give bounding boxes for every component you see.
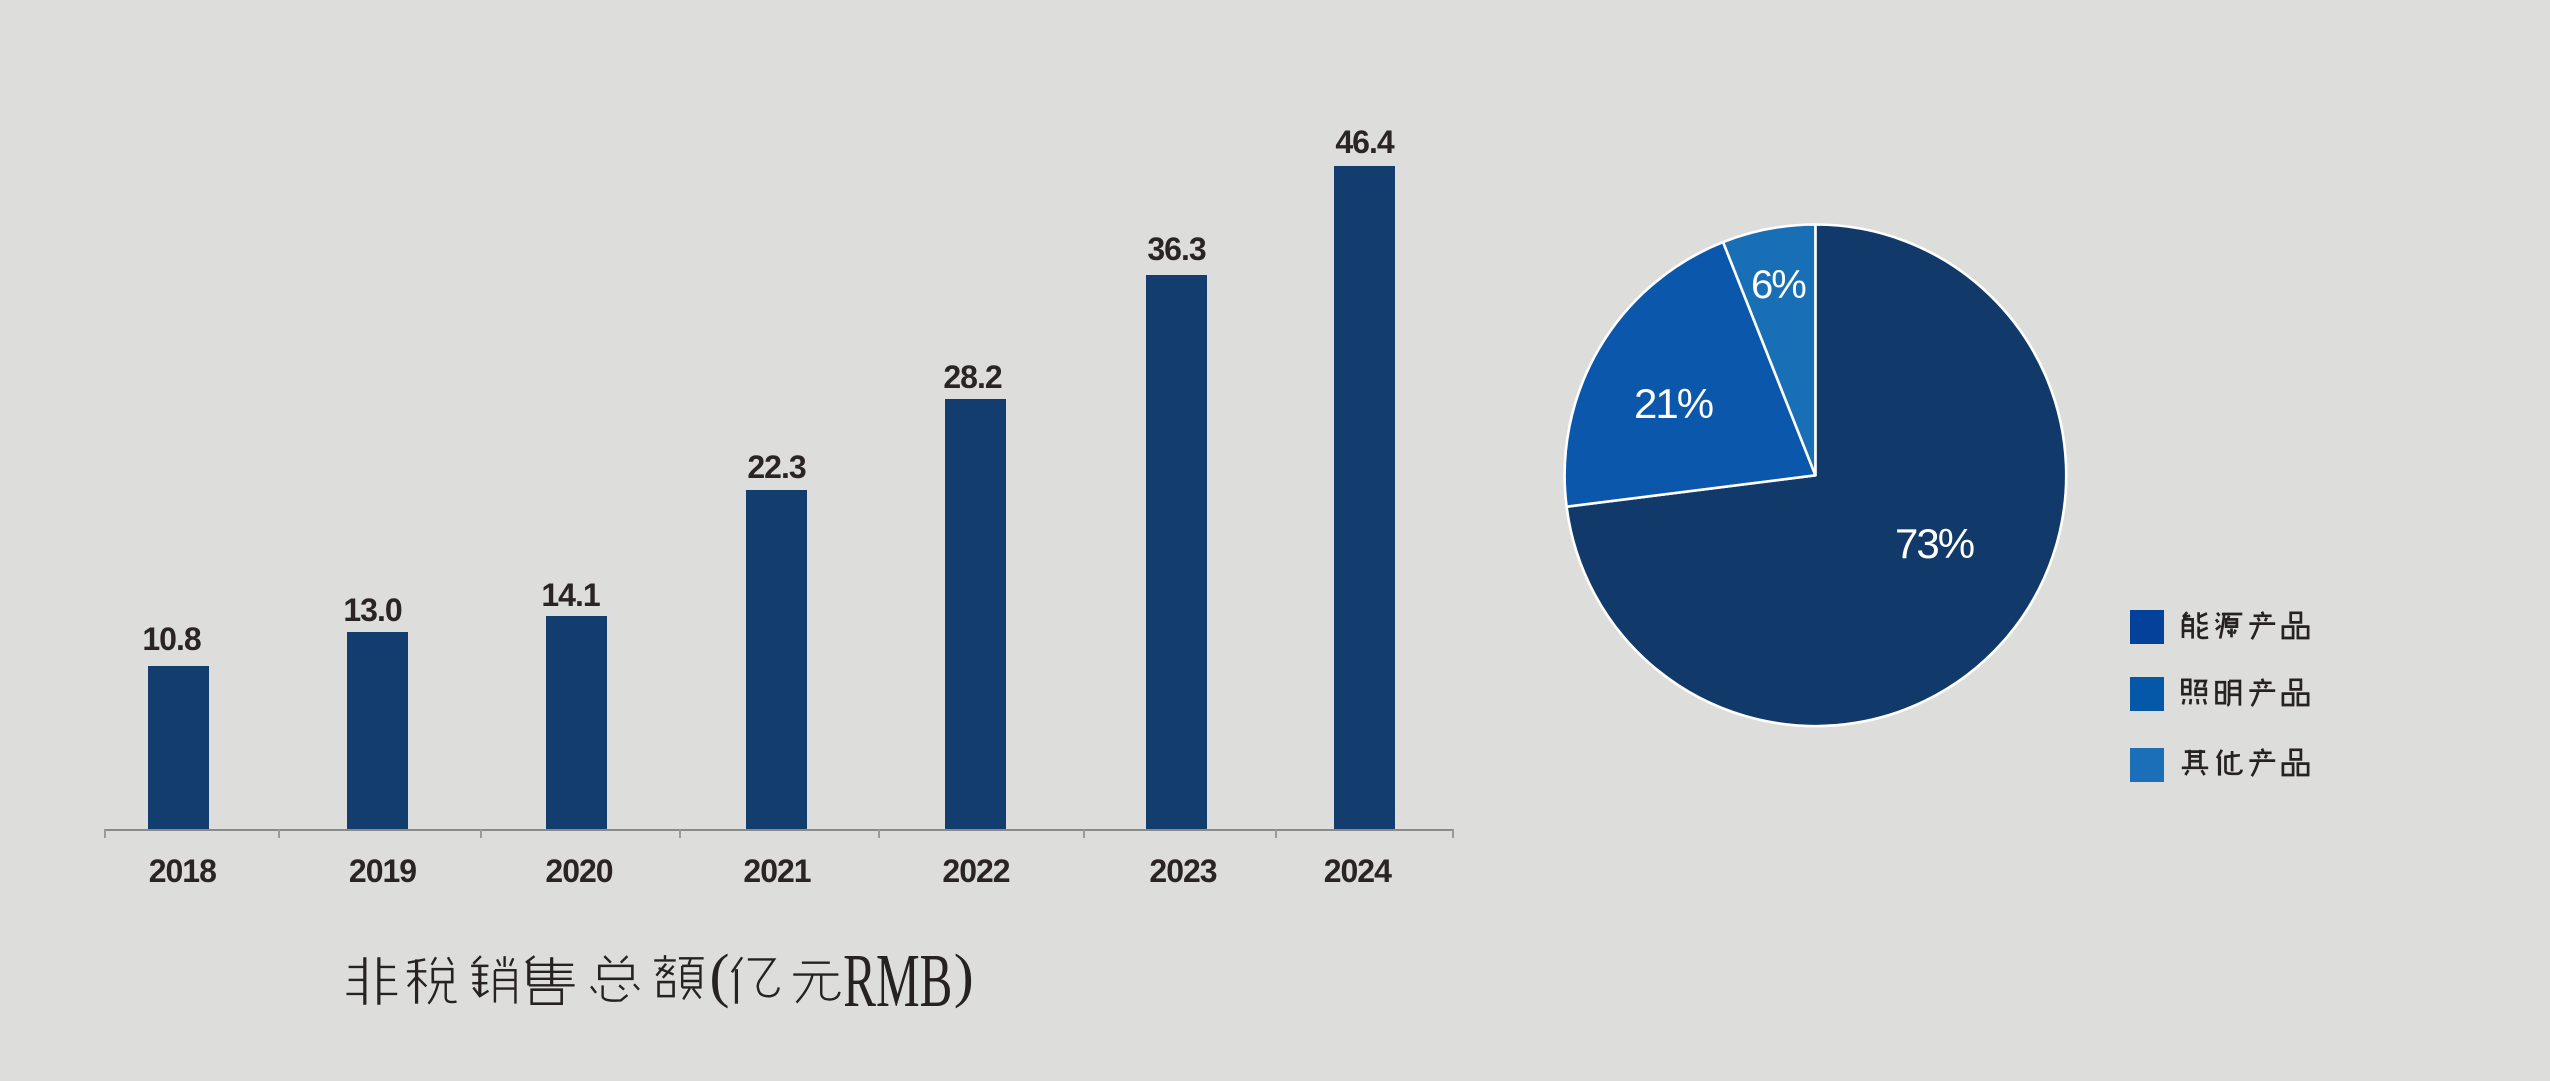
svg-text:): ) <box>954 942 974 1008</box>
svg-text:(: ( <box>710 942 730 1008</box>
svg-text:RMB: RMB <box>843 939 952 1023</box>
